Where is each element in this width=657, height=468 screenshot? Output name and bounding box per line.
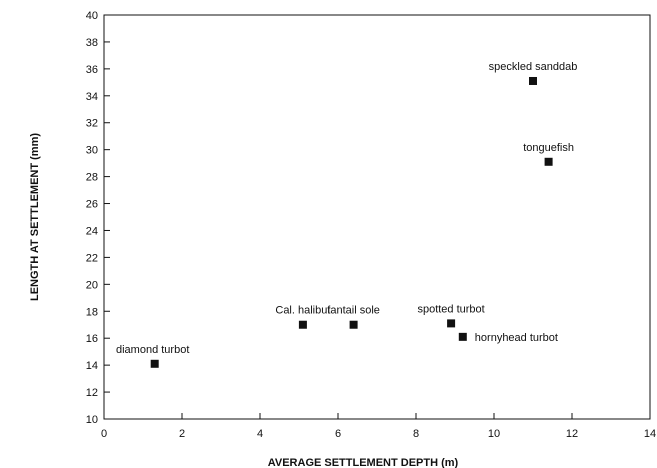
y-tick-label: 20 xyxy=(86,279,98,291)
y-tick-label: 28 xyxy=(86,172,98,184)
y-tick-label: 34 xyxy=(86,91,98,103)
data-point-marker xyxy=(544,157,553,166)
y-tick-label: 38 xyxy=(86,37,98,49)
x-tick-label: 6 xyxy=(335,428,341,440)
y-tick-label: 10 xyxy=(86,414,98,426)
y-tick-label: 16 xyxy=(86,333,98,345)
y-axis-title: LENGTH AT SETTLEMENT (mm) xyxy=(29,133,41,301)
y-tick-label: 36 xyxy=(86,64,98,76)
x-axis-ticks: 0 2 4 6 8 10 12 14 xyxy=(101,413,656,440)
data-point-marker xyxy=(529,76,537,85)
data-point-group: diamond turbot xyxy=(116,344,189,368)
data-point-group: Cal. halibut xyxy=(275,305,330,329)
y-tick-label: 22 xyxy=(86,252,98,264)
x-tick-label: 0 xyxy=(101,428,107,440)
data-point-marker xyxy=(150,359,159,368)
y-tick-label: 12 xyxy=(86,387,98,399)
data-point-marker xyxy=(298,320,307,329)
data-point-label: speckled sanddab xyxy=(489,61,578,73)
data-point-marker xyxy=(349,320,358,329)
y-tick-label: 26 xyxy=(86,199,98,211)
data-point-label: Cal. halibut xyxy=(275,305,330,317)
data-point-marker xyxy=(447,319,456,328)
x-tick-label: 14 xyxy=(644,428,656,440)
data-point-marker xyxy=(458,332,467,341)
y-axis-ticks: 10 12 14 16 18 20 22 24 26 28 30 32 34 36 38 40 xyxy=(86,10,110,426)
plot-frame xyxy=(103,14,651,420)
data-point-label: diamond turbot xyxy=(116,344,189,356)
x-tick-label: 12 xyxy=(566,428,578,440)
data-point-label: spotted turbot xyxy=(417,303,484,315)
data-point-group: speckled sanddab xyxy=(489,61,578,85)
y-tick-label: 40 xyxy=(86,10,98,22)
y-tick-label: 24 xyxy=(86,225,98,237)
data-point-group: hornyhead turbot xyxy=(458,332,558,344)
x-tick-label: 4 xyxy=(257,428,263,440)
x-tick-label: 10 xyxy=(488,428,500,440)
x-axis-title: AVERAGE SETTLEMENT DEPTH (m) xyxy=(268,457,459,468)
data-point-label: hornyhead turbot xyxy=(475,332,558,344)
y-tick-label: 32 xyxy=(86,118,98,130)
x-tick-label: 2 xyxy=(179,428,185,440)
data-point-group: fantail sole xyxy=(327,305,380,329)
y-tick-label: 30 xyxy=(86,145,98,157)
y-tick-label: 14 xyxy=(86,360,98,372)
x-tick-label: 8 xyxy=(413,428,419,440)
data-point-group: spotted turbot xyxy=(417,303,485,328)
data-point-label: tonguefish xyxy=(523,142,574,154)
data-point-label: fantail sole xyxy=(327,305,380,317)
data-point-group: tonguefish xyxy=(523,142,574,166)
y-tick-label: 18 xyxy=(86,306,98,318)
